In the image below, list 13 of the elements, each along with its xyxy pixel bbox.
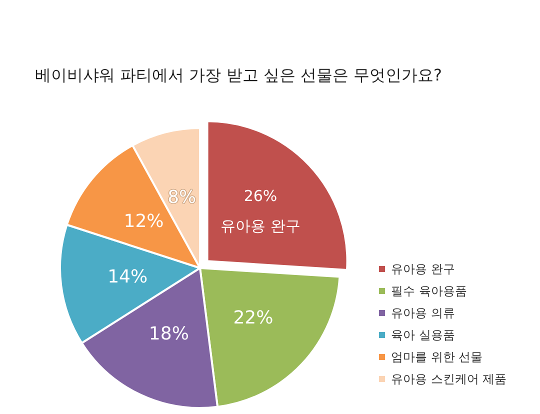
data-label: 26% 유아용 완구 (220, 187, 300, 236)
legend-label: 육아 실용품 (391, 328, 455, 342)
legend-label: 엄마를 위한 선물 (391, 350, 483, 364)
data-label: 22% (233, 307, 274, 328)
legend-label: 유아용 의류 (391, 306, 455, 320)
data-label: 14% (108, 266, 148, 288)
legend-label: 필수 육아용품 (391, 284, 467, 298)
data-label: 8% (168, 186, 196, 208)
chart-title: 베이비샤워 파티에서 가장 받고 싶은 선물은 무엇인가요? (35, 66, 442, 84)
data-label: 18% (148, 324, 189, 345)
data-label: 12% (124, 210, 164, 232)
legend-label: 유아용 완구 (391, 262, 455, 276)
legend-label: 유아용 스킨케어 제품 (391, 372, 507, 386)
